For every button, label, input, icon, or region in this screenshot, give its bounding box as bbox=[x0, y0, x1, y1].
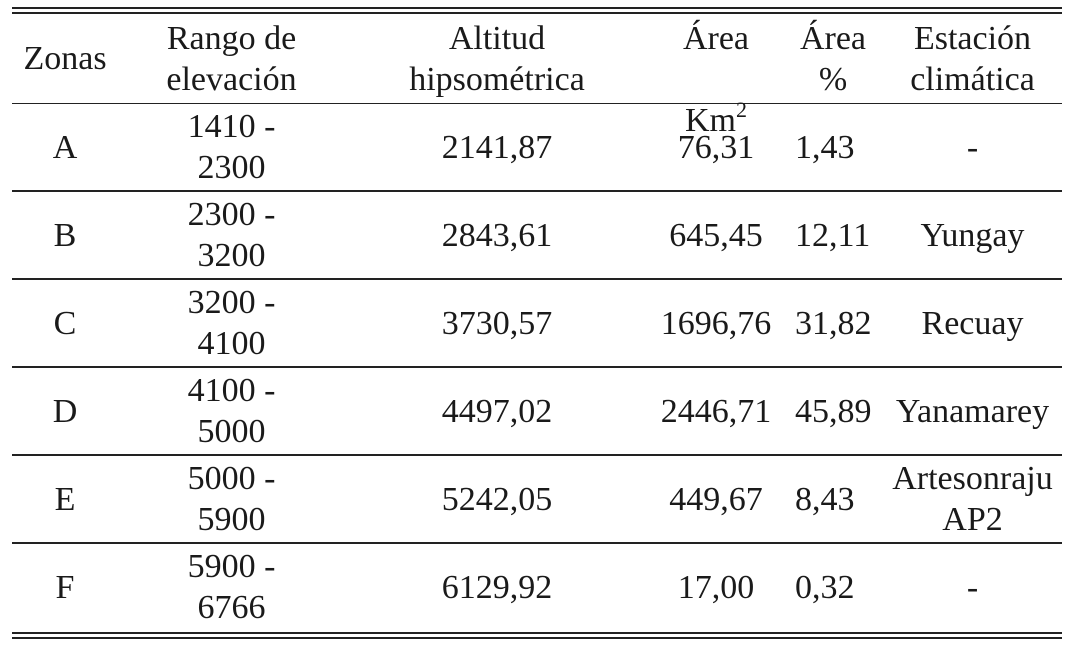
bottom-rule-second bbox=[12, 637, 1062, 639]
cell-estacion: Yungay bbox=[920, 216, 1025, 254]
cell-zona: F bbox=[55, 568, 75, 606]
cell-area-percent: 31,82 bbox=[795, 304, 872, 342]
cell-estacion: Artesonraju AP2 bbox=[892, 460, 1053, 538]
cell-rango-elevacion: 3200 - 4100 bbox=[187, 284, 276, 362]
cell-altitud: 2141,87 bbox=[441, 128, 553, 166]
cell-area: 645,45 bbox=[669, 216, 763, 254]
table-row: D 4100 - 5000 4497,02 2446,71 45,89 Yanamarey bbox=[12, 366, 1062, 454]
cell-zona: E bbox=[54, 480, 76, 518]
table-row: A 1410 - 2300 2141,87 76,31 1,43 - bbox=[12, 103, 1062, 190]
cell-zona: B bbox=[53, 216, 77, 254]
cell-rango-elevacion: 5900 - 6766 bbox=[187, 548, 276, 626]
top-rule bbox=[12, 7, 1062, 9]
cell-area-percent: 45,89 bbox=[795, 392, 872, 430]
cell-area-percent: 1,43 bbox=[795, 128, 855, 166]
top-rule-second bbox=[12, 12, 1062, 14]
cell-rango-elevacion: 5000 - 5900 bbox=[187, 460, 276, 538]
cell-altitud: 5242,05 bbox=[441, 480, 553, 518]
header-altitud-hipsometrica: Altitud hipsométrica bbox=[409, 19, 585, 98]
cell-altitud: 4497,02 bbox=[441, 392, 553, 430]
table-body: A 1410 - 2300 2141,87 76,31 1,43 - B 2300 - 320… bbox=[12, 103, 1062, 630]
cell-area-percent: 0,32 bbox=[795, 568, 855, 606]
header-area-label: Área bbox=[682, 19, 750, 57]
cell-area: 1696,76 bbox=[660, 304, 772, 342]
header-area-exponent: 2 bbox=[736, 96, 747, 122]
cell-estacion: - bbox=[966, 128, 979, 166]
header-area-unit: Km bbox=[685, 101, 736, 139]
cell-estacion: - bbox=[966, 568, 979, 606]
cell-altitud: 2843,61 bbox=[441, 216, 553, 254]
cell-altitud: 3730,57 bbox=[441, 304, 553, 342]
header-zonas: Zonas bbox=[23, 40, 107, 77]
header-row: Zonas Rango de elevación Altitud hipsomé… bbox=[12, 14, 1062, 139]
cell-area-percent: 12,11 bbox=[795, 216, 871, 254]
cell-rango-elevacion: 1410 - 2300 bbox=[187, 108, 276, 186]
cell-altitud: 6129,92 bbox=[441, 568, 553, 606]
table-row: E 5000 - 5900 5242,05 449,67 8,43 Artesonraju… bbox=[12, 454, 1062, 542]
cell-zona: D bbox=[52, 392, 78, 430]
table-row: B 2300 - 3200 2843,61 645,45 12,11 Yungay bbox=[12, 190, 1062, 278]
cell-rango-elevacion: 2300 - 3200 bbox=[187, 196, 276, 274]
header-area-percent: Área % bbox=[799, 19, 867, 98]
cell-area-percent: 8,43 bbox=[795, 480, 855, 518]
header-estacion-climatica: Estación climática bbox=[910, 19, 1035, 98]
cell-estacion: Yanamarey bbox=[895, 392, 1050, 430]
cell-estacion: Recuay bbox=[921, 304, 1024, 342]
elevation-zones-table: Zonas Rango de elevación Altitud hipsomé… bbox=[12, 7, 1062, 639]
header-rango-elevacion: Rango de elevación bbox=[166, 19, 297, 98]
cell-area: 76,31 bbox=[677, 128, 755, 166]
cell-area: 2446,71 bbox=[660, 392, 772, 430]
cell-area: 449,67 bbox=[669, 480, 763, 518]
cell-area: 17,00 bbox=[677, 568, 755, 606]
cell-zona: C bbox=[53, 304, 77, 342]
bottom-rule bbox=[12, 632, 1062, 634]
table-row: C 3200 - 4100 3730,57 1696,76 31,82 Recuay bbox=[12, 278, 1062, 366]
header-area-km2: Área Km2 bbox=[649, 0, 783, 141]
table-row: F 5900 - 6766 6129,92 17,00 0,32 - bbox=[12, 542, 1062, 630]
cell-zona: A bbox=[52, 128, 78, 166]
cell-rango-elevacion: 4100 - 5000 bbox=[187, 372, 276, 450]
